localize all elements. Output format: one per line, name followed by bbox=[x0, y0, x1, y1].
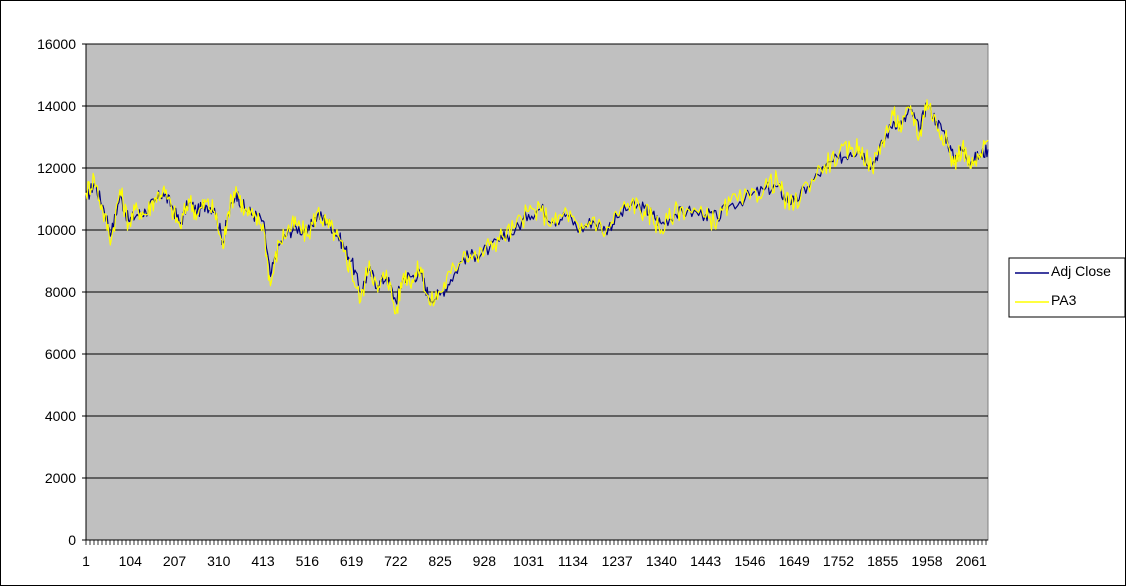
x-axis: 1 104 207 310 413 516 619 722 825 928 1031 1134 1237… bbox=[82, 539, 988, 569]
series-layer bbox=[85, 99, 989, 315]
x-tick-label: 2061 bbox=[956, 553, 987, 569]
x-tick-label: 1134 bbox=[558, 553, 588, 569]
series-line-pa3 bbox=[85, 99, 989, 315]
x-tick-label: 928 bbox=[473, 553, 497, 569]
y-axis: 0 2000 4000 6000 8000 10000 12000 14000 16000 bbox=[37, 36, 87, 548]
x-tick-label: 1546 bbox=[734, 553, 765, 569]
y-tick-label: 12000 bbox=[37, 160, 76, 176]
x-tick-label: 1237 bbox=[602, 553, 633, 569]
legend-box bbox=[1008, 257, 1125, 318]
y-tick-label: 2000 bbox=[45, 470, 76, 486]
y-tick-label: 6000 bbox=[45, 346, 76, 362]
x-tick-label: 1 bbox=[82, 553, 90, 569]
x-tick-label: 413 bbox=[251, 553, 275, 569]
x-tick-label: 516 bbox=[296, 553, 320, 569]
y-tick-label: 16000 bbox=[37, 36, 76, 52]
y-tick-label: 4000 bbox=[45, 408, 76, 424]
x-tick-label: 722 bbox=[384, 553, 408, 569]
legend-label-adj-close: Adj Close bbox=[1051, 263, 1111, 279]
y-tick-label: 8000 bbox=[45, 284, 76, 300]
y-tick-label: 14000 bbox=[37, 98, 76, 114]
gridlines bbox=[86, 43, 988, 479]
x-tick-label: 619 bbox=[340, 553, 364, 569]
x-tick-label: 825 bbox=[428, 553, 452, 569]
x-tick-label: 1443 bbox=[690, 553, 721, 569]
x-tick-label: 207 bbox=[163, 553, 187, 569]
y-tick-label: 0 bbox=[68, 532, 76, 548]
legend: Adj Close PA3 bbox=[1008, 257, 1125, 318]
x-tick-label: 1340 bbox=[646, 553, 677, 569]
x-tick-label: 1031 bbox=[513, 553, 544, 569]
x-tick-label: 1649 bbox=[779, 553, 810, 569]
x-tick-label: 1958 bbox=[911, 553, 942, 569]
y-tick-label: 10000 bbox=[37, 222, 76, 238]
x-tick-label: 310 bbox=[207, 553, 231, 569]
x-tick-label: 104 bbox=[119, 553, 143, 569]
x-tick-label: 1752 bbox=[823, 553, 854, 569]
x-tick-label: 1855 bbox=[867, 553, 898, 569]
legend-label-pa3: PA3 bbox=[1051, 292, 1077, 308]
